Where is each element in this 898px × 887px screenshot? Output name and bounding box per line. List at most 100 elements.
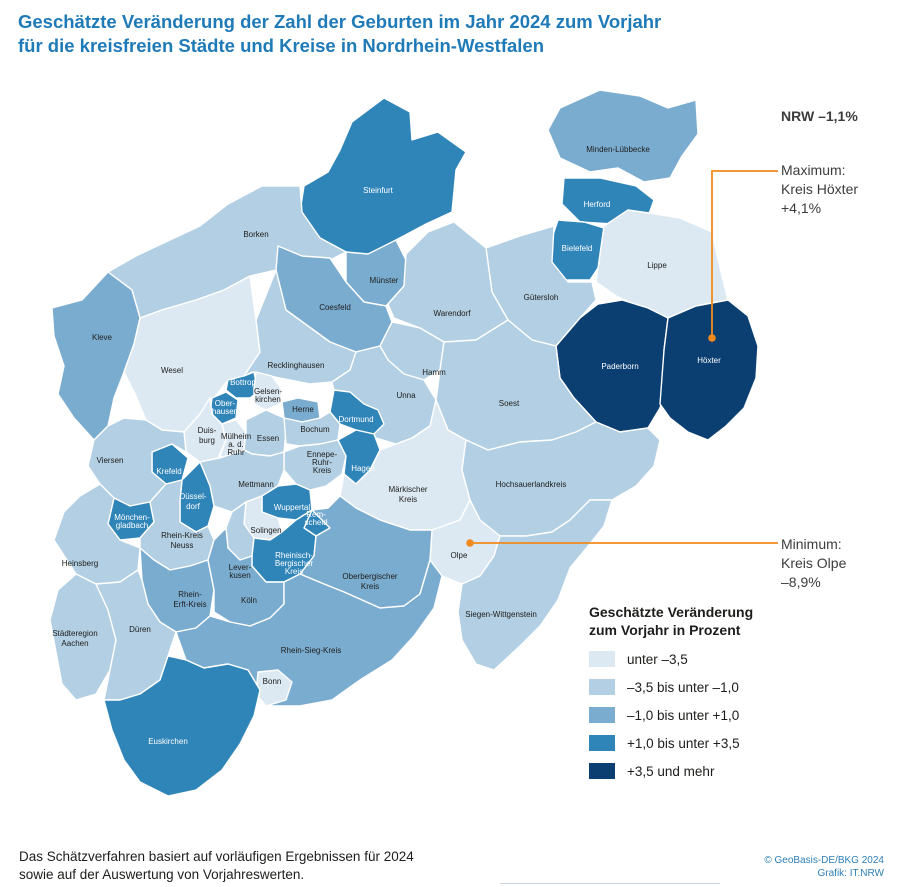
region-label-muelheim-a-d-ruhr: Mülheim a. d. Ruhr	[221, 432, 252, 457]
region-label-solingen: Solingen	[250, 526, 281, 535]
region-label-euskirchen: Euskirchen	[148, 737, 188, 746]
credit-line-1: © GeoBasis-DE/BKG 2024	[764, 855, 884, 866]
minimum-callout-value: –8,9%	[781, 574, 821, 590]
region-label-oberbergischer-kreis: Oberbergischer Kreis	[342, 572, 397, 591]
region-warendorf	[387, 221, 509, 343]
region-minden-luebbecke	[547, 89, 699, 183]
region-label-heinsberg: Heinsberg	[62, 559, 98, 568]
region-label-oberhausen: Ober-hausen	[212, 399, 238, 416]
region-label-dueren: Düren	[129, 625, 151, 634]
region-label-krefeld: Krefeld	[156, 467, 181, 476]
region-label-dortmund: Dortmund	[338, 415, 373, 424]
legend-label: unter –3,5	[627, 651, 688, 667]
region-label-warendorf: Warendorf	[433, 309, 471, 318]
legend-swatch	[589, 763, 615, 779]
footnote-line-1: Das Schätzverfahren basiert auf vorläufi…	[19, 849, 414, 864]
region-label-unna: Unna	[396, 391, 416, 400]
region-label-rhein-erft-kreis: Rhein-Erft-Kreis	[173, 590, 206, 609]
regions-layer	[49, 89, 759, 797]
legend-item: –1,0 bis unter +1,0	[589, 704, 829, 726]
region-koeln	[207, 527, 285, 627]
region-label-koeln: Köln	[241, 596, 257, 605]
region-label-herford: Herford	[584, 200, 611, 209]
minimum-marker	[466, 539, 474, 547]
maximum-callout-value: +4,1%	[781, 200, 822, 216]
region-label-wuppertal: Wuppertal	[274, 503, 311, 512]
region-label-mettmann: Mettmann	[238, 480, 274, 489]
maximum-marker	[708, 334, 716, 342]
region-label-kleve: Kleve	[92, 333, 113, 342]
region-label-maerkischer-kreis: Märkischer Kreis	[388, 485, 427, 504]
methodology-footnote: Das Schätzverfahren basiert auf vorläufi…	[19, 848, 414, 884]
region-label-remscheid: Rem-scheid	[304, 510, 327, 527]
legend-item: +1,0 bis unter +3,5	[589, 732, 829, 754]
region-mettmann	[199, 449, 285, 513]
region-label-hamm: Hamm	[422, 368, 446, 377]
legend-swatch	[589, 679, 615, 695]
region-kleve	[51, 271, 141, 441]
region-label-paderborn: Paderborn	[601, 362, 638, 371]
region-label-duesseldorf: Düssel-dorf	[179, 492, 206, 511]
region-euskirchen	[103, 655, 261, 797]
region-label-hoexter: Höxter	[697, 356, 721, 365]
callout-leader-lines	[466, 170, 778, 547]
region-label-olpe: Olpe	[451, 551, 468, 560]
legend-title: Geschätzte Veränderung zum Vorjahr in Pr…	[589, 603, 829, 639]
minimum-callout-heading: Minimum:	[781, 536, 842, 552]
region-label-hochsauerlandkreis: Hochsauerlandkreis	[496, 480, 567, 489]
region-label-steinfurt: Steinfurt	[363, 186, 394, 195]
maximum-callout: Maximum: Kreis Höxter +4,1%	[781, 161, 858, 218]
credit-line-2: Grafik: IT.NRW	[817, 868, 884, 879]
region-gelsenkirchen	[253, 371, 283, 411]
region-label-moenchengladbach: Mönchen-gladbach	[114, 513, 150, 530]
maximum-leader-line	[711, 170, 778, 338]
region-label-coesfeld: Coesfeld	[319, 303, 351, 312]
bottom-divider	[500, 883, 720, 884]
region-label-minden-luebbecke: Minden-Lübbecke	[586, 145, 650, 154]
nrw-total-change: NRW –1,1%	[781, 108, 858, 124]
map-legend: Geschätzte Veränderung zum Vorjahr in Pr…	[589, 603, 829, 788]
region-label-bonn: Bonn	[263, 677, 282, 686]
legend-item: +3,5 und mehr	[589, 760, 829, 782]
region-label-bottrop: Bottrop	[230, 378, 256, 387]
region-label-wesel: Wesel	[161, 366, 183, 375]
region-label-herne: Herne	[292, 405, 314, 414]
map-title-line-2: für die kreisfreien Städte und Kreise in…	[18, 35, 544, 56]
region-label-rhein-sieg-kreis: Rhein-Sieg-Kreis	[281, 646, 341, 655]
region-label-staedteregion-aachen: Städteregion Aachen	[52, 629, 97, 648]
legend-title-line-2: zum Vorjahr in Prozent	[589, 622, 741, 638]
region-bochum	[283, 411, 341, 447]
region-label-soest: Soest	[499, 399, 520, 408]
region-label-ennepe-ruhr-kreis: Ennepe-Ruhr-Kreis	[307, 450, 338, 475]
region-label-rheinisch-bergischer-kreis: Rheinisch-Bergischer Kreis	[275, 551, 314, 576]
region-label-bielefeld: Bielefeld	[562, 244, 593, 253]
source-credit: © GeoBasis-DE/BKG 2024 Grafik: IT.NRW	[764, 854, 884, 880]
maximum-callout-region: Kreis Höxter	[781, 181, 859, 197]
region-label-lippe: Lippe	[647, 261, 667, 270]
minimum-callout-region: Kreis Olpe	[781, 555, 847, 571]
region-label-borken: Borken	[243, 230, 268, 239]
region-label-rhein-kreis-neuss: Rhein-Kreis Neuss	[161, 531, 203, 550]
legend-title-line-1: Geschätzte Veränderung	[589, 604, 754, 620]
region-label-guetersloh: Gütersloh	[524, 293, 559, 302]
region-label-muenster: Münster	[370, 276, 399, 285]
region-label-siegen-wittgenstein: Siegen-Wittgenstein	[465, 610, 537, 619]
region-hoexter	[659, 299, 759, 441]
legend-label: –1,0 bis unter +1,0	[627, 707, 740, 723]
region-label-bochum: Bochum	[300, 425, 330, 434]
region-labels-layer: Minden-Lübbecke Steinfurt Herford Bielefeld…	[52, 145, 721, 746]
map-title: Geschätzte Veränderung der Zahl der Gebu…	[18, 10, 878, 58]
region-label-recklinghausen: Recklinghausen	[268, 361, 325, 370]
legend-swatch	[589, 735, 615, 751]
legend-label: +1,0 bis unter +3,5	[627, 735, 740, 751]
minimum-callout: Minimum: Kreis Olpe –8,9%	[781, 535, 846, 592]
region-label-leverkusen: Lever-kusen	[229, 563, 252, 580]
legend-item: unter –3,5	[589, 648, 829, 670]
legend-swatch	[589, 651, 615, 667]
region-label-hagen: Hagen	[351, 464, 375, 473]
footnote-line-2: sowie auf der Auswertung von Vorjahreswe…	[19, 867, 305, 882]
region-ennepe-ruhr-kreis	[283, 439, 347, 491]
legend-label: +3,5 und mehr	[627, 763, 715, 779]
region-label-duisburg: Duis-burg	[198, 426, 217, 445]
